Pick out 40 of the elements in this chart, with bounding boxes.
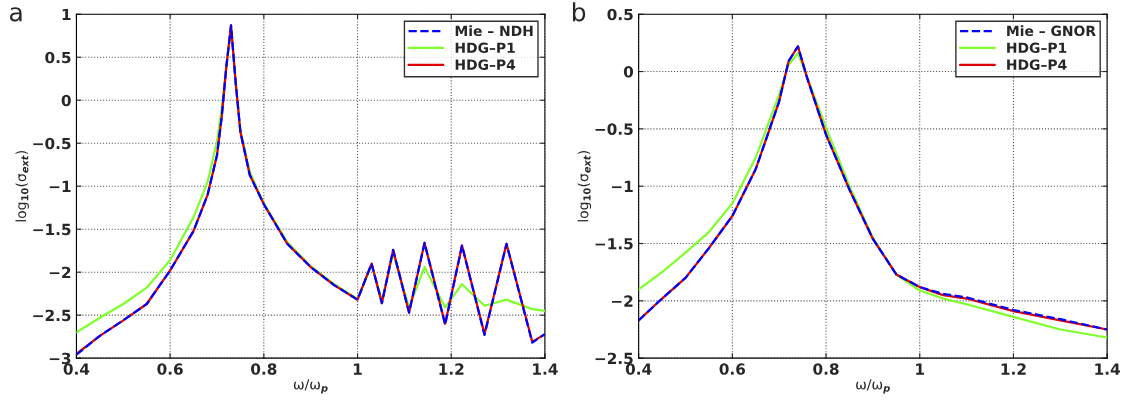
y-axis-title: log$_{10}$(σ$_{ext}$) [15, 150, 29, 222]
x-tick-label: 0.6 [157, 363, 183, 375]
y-tick-label: −0.5 [33, 137, 71, 150]
y-tick-label: −1 [611, 180, 633, 193]
y-tick-label: −1.5 [33, 223, 71, 236]
y-tick-label: −2 [49, 266, 71, 278]
x-tick-label: 1.4 [533, 363, 558, 375]
y-tick-label: 0.5 [607, 8, 633, 21]
legend-label: HDG–P4 [1007, 59, 1067, 70]
x-tick-label: 1 [353, 363, 362, 375]
y-tick-label: 1 [62, 8, 71, 21]
y-axis-title: log$_{10}$(σ$_{ext}$) [577, 150, 592, 222]
y-tick-label: −2.5 [33, 309, 71, 322]
x-tick-label: 1 [916, 363, 924, 375]
x-tick-label: 0.4 [625, 363, 652, 375]
x-axis-title: ω/ω$_{p}$ [856, 379, 890, 394]
text: a [10, 7, 22, 22]
x-tick-label: 1.2 [1001, 363, 1026, 375]
x-tick-label: 0.8 [813, 363, 839, 375]
y-tick-label: −2.5 [595, 352, 633, 365]
legend-label: Mie – NDH [455, 25, 533, 37]
y-tick-label: −0.5 [595, 123, 633, 135]
x-tick-label: 0.8 [251, 363, 277, 375]
legend-label: Mie – GNOR [1007, 25, 1096, 37]
y-tick-label: 0 [623, 66, 634, 78]
y-tick-label: −1 [49, 180, 71, 193]
legend-label: HDG–P1 [455, 42, 515, 54]
x-tick-label: 1.2 [439, 363, 464, 375]
y-tick-label: 0.5 [45, 51, 71, 64]
x-tick-label: 0.4 [63, 363, 90, 375]
x-tick-label: 0.6 [719, 363, 746, 375]
y-tick-label: −2 [611, 295, 633, 307]
y-tick-label: −1.5 [595, 238, 633, 250]
legend-label: HDG–P4 [455, 59, 516, 70]
x-axis-title: ω/ω$_{p}$ [293, 379, 328, 394]
legend-label: HDG–P1 [1007, 42, 1067, 54]
text: b [572, 2, 586, 22]
x-tick-label: 1.4 [1095, 363, 1120, 375]
y-tick-label: −3 [49, 352, 71, 365]
y-tick-label: 0 [61, 94, 71, 107]
